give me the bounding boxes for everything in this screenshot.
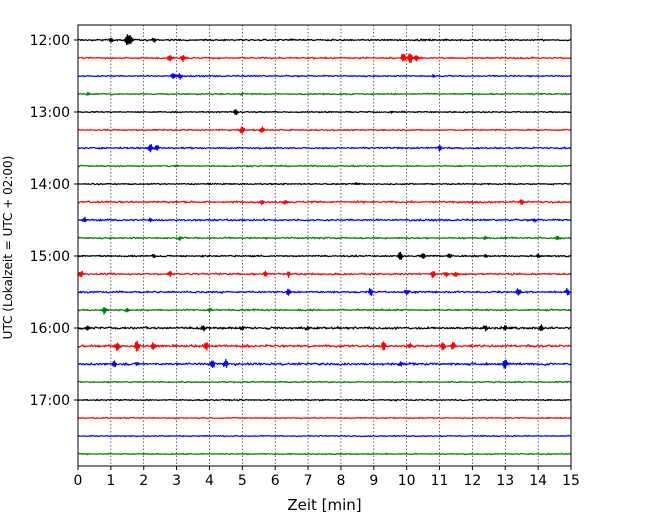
trace-1530 [77, 287, 572, 296]
trace-1700 [77, 398, 572, 402]
y-axis-ticks: 12:00 13:00 14:00 15:00 16:00 17:00 [30, 33, 78, 409]
trace-1200 [77, 34, 572, 46]
trace-1300 [77, 108, 572, 116]
x-tick-label: 7 [304, 473, 313, 489]
trace-1545 [77, 307, 572, 315]
x-tick-label: 9 [369, 473, 378, 489]
x-tick-label: 3 [172, 473, 181, 489]
trace-1630 [77, 358, 572, 369]
trace-1315 [77, 126, 572, 135]
x-tick-label: 5 [238, 473, 247, 489]
y-axis-label: UTC (Lokalzeit = UTC + 02:00) [1, 156, 15, 340]
x-tick-label: 12 [463, 473, 481, 489]
trace-group [77, 34, 572, 456]
trace-1430 [77, 216, 572, 223]
x-tick-label: 11 [431, 473, 449, 489]
x-tick-label: 6 [271, 473, 280, 489]
trace-1345 [77, 164, 572, 168]
trace-1745 [77, 452, 572, 456]
trace-1445 [77, 235, 572, 241]
grid-lines [110, 25, 539, 466]
trace-1515 [77, 270, 572, 279]
trace-1330 [77, 143, 572, 153]
trace-1500 [77, 251, 572, 261]
trace-1715 [77, 416, 572, 420]
x-axis-ticks: 0 1 2 3 4 5 6 7 8 9 10 11 12 13 14 15 [74, 466, 580, 489]
trace-1400 [77, 182, 572, 186]
x-tick-label: 0 [74, 473, 83, 489]
x-tick-label: 15 [562, 473, 580, 489]
x-tick-label: 13 [496, 473, 514, 489]
y-tick-label: 13:00 [30, 105, 70, 121]
trace-1645 [77, 380, 572, 384]
trace-1245 [77, 91, 572, 96]
trace-1730 [77, 434, 572, 438]
x-tick-label: 2 [139, 473, 148, 489]
trace-1230 [77, 73, 572, 80]
y-tick-label: 14:00 [30, 177, 70, 193]
trace-1600 [77, 324, 572, 332]
trace-1215 [77, 53, 572, 63]
y-tick-label: 12:00 [30, 33, 70, 49]
y-tick-label: 15:00 [30, 249, 70, 265]
x-tick-label: 14 [529, 473, 547, 489]
x-tick-label: 8 [336, 473, 345, 489]
trace-1415 [77, 199, 572, 206]
x-tick-label: 4 [205, 473, 214, 489]
y-tick-label: 16:00 [30, 321, 70, 337]
y-tick-label: 17:00 [30, 393, 70, 409]
x-axis-label: Zeit [min] [287, 496, 361, 514]
x-tick-label: 1 [106, 473, 115, 489]
plot-frame [77, 24, 572, 467]
x-tick-label: 10 [398, 473, 416, 489]
trace-1615 [77, 340, 572, 352]
